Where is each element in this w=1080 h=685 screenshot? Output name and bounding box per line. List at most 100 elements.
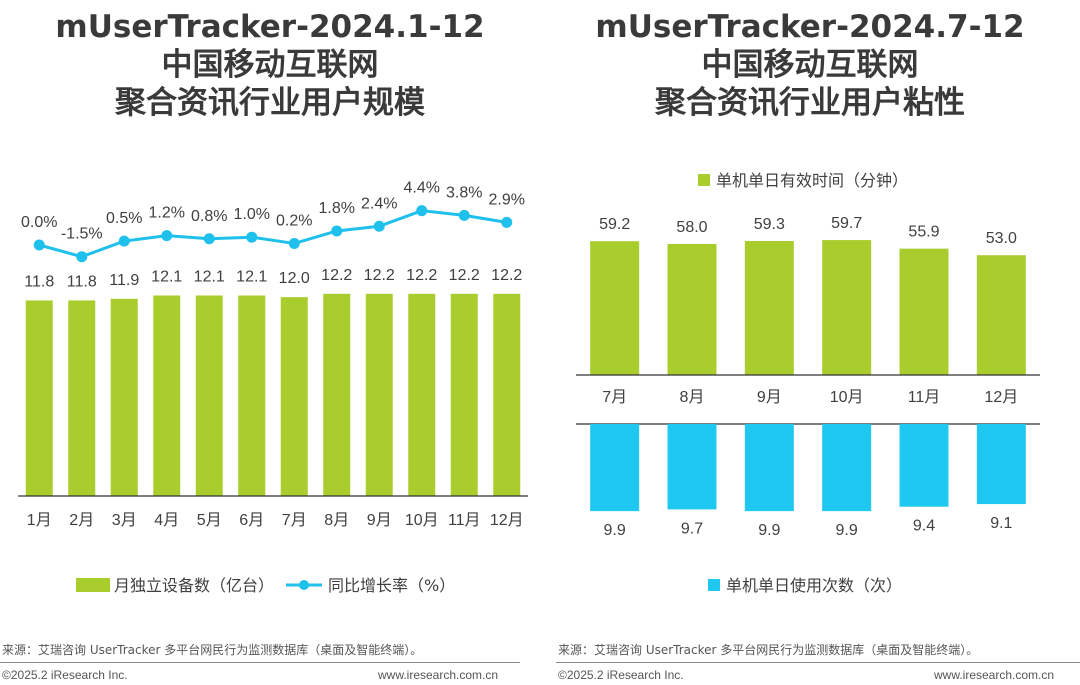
- left-chart-title: mUserTracker-2024.1-12 中国移动互联网 聚合资讯行业用户规…: [0, 8, 540, 122]
- x-tick-label: 2月: [69, 512, 94, 529]
- x-tick-label: 5月: [197, 512, 222, 529]
- bar-value-label: 11.9: [109, 272, 139, 289]
- growth-label: 1.2%: [149, 205, 185, 222]
- top-bar-11月: [899, 248, 949, 375]
- x-tick-label: 11月: [908, 389, 941, 406]
- x-tick-label: 3月: [112, 512, 137, 529]
- growth-point: [373, 220, 385, 232]
- bottom-bar-value-label: 9.7: [681, 520, 703, 537]
- bar-value-label: 12.2: [364, 267, 395, 284]
- bar-value-label: 12.2: [491, 267, 522, 284]
- x-tick-label: 8月: [680, 389, 705, 406]
- bottom-bar-value-label: 9.9: [836, 522, 858, 539]
- left-footer-divider: [0, 662, 520, 663]
- bottom-bar-9月: [744, 424, 794, 512]
- bar-10月: [408, 293, 436, 496]
- legend-top-label: 单机单日有效时间（分钟）: [716, 171, 908, 190]
- left-growth-line-group: [33, 205, 513, 263]
- bottom-bar-7月: [590, 424, 640, 512]
- top-bar-value-label: 53.0: [986, 230, 1017, 247]
- legend-top-swatch: [698, 174, 710, 186]
- top-bar-10月: [822, 240, 872, 375]
- bar-value-label: 12.2: [406, 267, 437, 284]
- right-category-labels: 7月 8月 9月 10月 11月 12月: [602, 389, 1018, 406]
- right-legend-top: 单机单日有效时间（分钟）: [698, 171, 908, 190]
- left-chart: 11.8 1月 0.0% 11.8 2月 -1.5% 11.9 3月 0.5% 12.1 4月 1.2…: [18, 180, 528, 595]
- top-bar-value-label: 55.9: [908, 224, 939, 241]
- growth-point: [501, 216, 513, 228]
- right-bottom-bars-group: 9.9 9.7 9.9 9.9 9.4 9.1: [590, 424, 1026, 539]
- left-title-line-3: 聚合资讯行业用户规模: [115, 85, 425, 121]
- right-chart-title: mUserTracker-2024.7-12 中国移动互联网 聚合资讯行业用户粘…: [540, 8, 1080, 122]
- growth-point: [458, 209, 470, 221]
- right-title-line-2: 中国移动互联网: [701, 47, 919, 83]
- bar-value-label: 12.0: [279, 270, 310, 287]
- left-copyright: ©2025.2 iResearch Inc.: [2, 668, 128, 682]
- right-source-note: 来源：艾瑞咨询 UserTracker 多平台网民行为监测数据库（桌面及智能终端…: [558, 643, 979, 657]
- left-panel: mUserTracker-2024.1-12 中国移动互联网 聚合资讯行业用户规…: [0, 8, 540, 682]
- top-bar-value-label: 59.3: [754, 216, 785, 233]
- right-legend-bottom: 单机单日使用次数（次）: [708, 576, 902, 595]
- growth-point: [118, 235, 130, 247]
- bar-value-label: 12.1: [194, 268, 225, 285]
- left-title-line-1: mUserTracker-2024.1-12: [55, 9, 485, 45]
- legend-line-label: 同比增长率（%）: [328, 576, 455, 595]
- top-bar-value-label: 58.0: [676, 219, 707, 236]
- x-tick-label: 7月: [282, 512, 307, 529]
- top-bar-9月: [744, 240, 794, 375]
- bar-6月: [238, 295, 266, 496]
- left-labels-group: 11.8 1月 0.0% 11.8 2月 -1.5% 11.9 3月 0.5% 12.1 4月 1.2…: [21, 180, 525, 529]
- legend-bottom-label: 单机单日使用次数（次）: [726, 576, 902, 595]
- growth-label: 0.8%: [191, 208, 227, 225]
- top-bar-8月: [667, 243, 717, 375]
- growth-point: [161, 230, 173, 242]
- left-website: www.iresearch.com.cn: [378, 668, 499, 682]
- growth-label: -1.5%: [61, 226, 103, 243]
- legend-bottom-swatch: [708, 579, 720, 591]
- legend-line-marker: [299, 580, 309, 590]
- bottom-bar-10月: [822, 424, 872, 512]
- right-title-line-3: 聚合资讯行业用户粘性: [655, 85, 965, 121]
- x-tick-label: 1月: [27, 512, 52, 529]
- bar-value-label: 11.8: [67, 273, 97, 290]
- legend-bar-label: 月独立设备数（亿台）: [114, 576, 274, 595]
- bottom-bar-11月: [899, 424, 949, 507]
- bar-8月: [323, 293, 351, 496]
- growth-point: [33, 239, 45, 251]
- x-tick-label: 11月: [448, 512, 481, 529]
- bar-11月: [450, 293, 478, 496]
- x-tick-label: 9月: [367, 512, 392, 529]
- bottom-bar-value-label: 9.4: [913, 518, 935, 535]
- growth-label: 4.4%: [404, 180, 440, 197]
- growth-point: [246, 231, 258, 243]
- bottom-bar-value-label: 9.1: [990, 515, 1012, 532]
- growth-point: [203, 233, 215, 245]
- growth-label: 0.5%: [106, 210, 142, 227]
- right-copyright: ©2025.2 iResearch Inc.: [558, 668, 684, 682]
- growth-label: 0.2%: [276, 212, 312, 229]
- bar-7月: [280, 297, 308, 496]
- growth-point: [416, 205, 428, 217]
- x-tick-label: 10月: [830, 389, 864, 406]
- top-bar-value-label: 59.7: [831, 215, 862, 232]
- growth-label: 1.8%: [319, 200, 355, 217]
- x-tick-label: 6月: [239, 512, 264, 529]
- bottom-bar-12月: [976, 424, 1026, 505]
- bar-value-label: 11.8: [24, 273, 54, 290]
- right-website: www.iresearch.com.cn: [934, 668, 1055, 682]
- bar-value-label: 12.1: [236, 268, 267, 285]
- bar-12月: [493, 293, 521, 496]
- right-chart: 单机单日有效时间（分钟） 59.2 58.0 59.3 59.7 55.9 53.0 7月…: [576, 171, 1040, 595]
- bar-1月: [25, 300, 53, 496]
- growth-label: 2.9%: [489, 191, 525, 208]
- growth-point: [76, 251, 88, 263]
- x-tick-label: 7月: [602, 389, 627, 406]
- x-tick-label: 12月: [490, 512, 524, 529]
- growth-point: [288, 237, 300, 249]
- top-bar-value-label: 59.2: [599, 216, 630, 233]
- legend-bar-swatch: [76, 578, 110, 592]
- growth-label: 0.0%: [21, 214, 57, 231]
- bottom-bar-8月: [667, 424, 717, 510]
- bar-9月: [365, 293, 393, 496]
- bar-3月: [110, 298, 138, 496]
